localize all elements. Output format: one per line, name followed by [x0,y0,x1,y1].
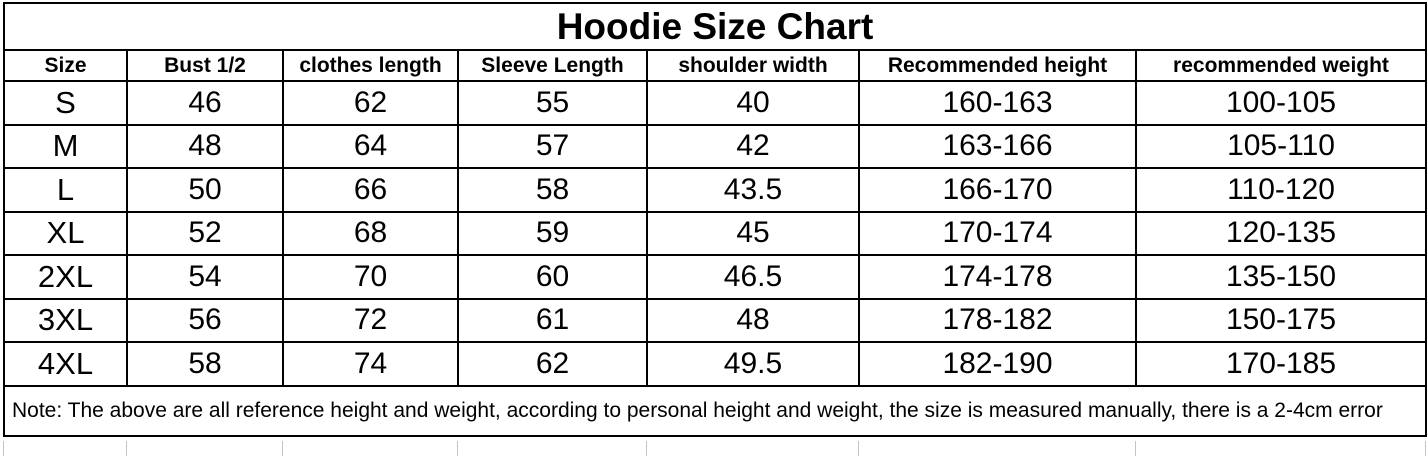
value-cell: 48 [126,123,284,169]
note-text: Note: The above are all reference height… [3,384,1427,437]
column-header-bust: Bust 1/2 [126,49,284,82]
value-cell: 59 [457,210,648,256]
value-cell: 50 [126,167,284,213]
column-header-recommended-weight: recommended weight [1135,49,1427,82]
value-cell: 64 [282,123,459,169]
column-header-size: Size [3,49,128,82]
size-chart-table: Hoodie Size Chart Size Bust 1/2 clothes … [3,2,1427,437]
table-row: L 50 66 58 43.5 166-170 110-120 [3,167,1427,213]
value-cell: 46 [126,80,284,126]
title-row: Hoodie Size Chart [3,2,1427,51]
size-cell: S [3,80,128,126]
gridline-stub [646,441,647,456]
value-cell: 49.5 [646,341,860,387]
value-cell: 46.5 [646,254,860,300]
header-row: Size Bust 1/2 clothes length Sleeve Leng… [3,49,1427,82]
gridline-stub [858,441,859,456]
value-cell: 72 [282,297,459,343]
value-cell: 66 [282,167,459,213]
value-cell: 62 [282,80,459,126]
value-cell: 105-110 [1135,123,1427,169]
value-cell: 182-190 [858,341,1137,387]
value-cell: 60 [457,254,648,300]
size-cell: L [3,167,128,213]
page-title: Hoodie Size Chart [3,2,1427,51]
value-cell: 174-178 [858,254,1137,300]
value-cell: 160-163 [858,80,1137,126]
table-row: M 48 64 57 42 163-166 105-110 [3,123,1427,169]
column-header-clothes-length: clothes length [282,49,459,82]
value-cell: 70 [282,254,459,300]
note-row: Note: The above are all reference height… [3,384,1427,437]
gridline-stub [1135,441,1136,456]
value-cell: 56 [126,297,284,343]
table-row: 3XL 56 72 61 48 178-182 150-175 [3,297,1427,343]
size-cell: 3XL [3,297,128,343]
value-cell: 58 [126,341,284,387]
value-cell: 42 [646,123,860,169]
value-cell: 166-170 [858,167,1137,213]
value-cell: 48 [646,297,860,343]
table-body: S 46 62 55 40 160-163 100-105 M 48 64 57 42 163-166 1… [3,80,1427,387]
value-cell: 100-105 [1135,80,1427,126]
value-cell: 43.5 [646,167,860,213]
value-cell: 135-150 [1135,254,1427,300]
table-row: S 46 62 55 40 160-163 100-105 [3,80,1427,126]
table-row: 4XL 58 74 62 49.5 182-190 170-185 [3,341,1427,387]
size-cell: M [3,123,128,169]
gridline-stub [3,441,4,456]
value-cell: 120-135 [1135,210,1427,256]
value-cell: 150-175 [1135,297,1427,343]
value-cell: 55 [457,80,648,126]
column-header-sleeve-length: Sleeve Length [457,49,648,82]
table-row: XL 52 68 59 45 170-174 120-135 [3,210,1427,256]
value-cell: 178-182 [858,297,1137,343]
gridline-stub [457,441,458,456]
value-cell: 110-120 [1135,167,1427,213]
value-cell: 54 [126,254,284,300]
value-cell: 62 [457,341,648,387]
value-cell: 45 [646,210,860,256]
size-cell: 4XL [3,341,128,387]
value-cell: 170-174 [858,210,1137,256]
value-cell: 40 [646,80,860,126]
value-cell: 57 [457,123,648,169]
value-cell: 74 [282,341,459,387]
gridline-stub [282,441,283,456]
column-header-recommended-height: Recommended height [858,49,1137,82]
value-cell: 61 [457,297,648,343]
value-cell: 58 [457,167,648,213]
size-cell: XL [3,210,128,256]
value-cell: 52 [126,210,284,256]
column-header-shoulder-width: shoulder width [646,49,860,82]
value-cell: 170-185 [1135,341,1427,387]
gridline-stub [126,441,127,456]
size-cell: 2XL [3,254,128,300]
table-row: 2XL 54 70 60 46.5 174-178 135-150 [3,254,1427,300]
value-cell: 163-166 [858,123,1137,169]
gridline-stub [1425,441,1426,456]
value-cell: 68 [282,210,459,256]
